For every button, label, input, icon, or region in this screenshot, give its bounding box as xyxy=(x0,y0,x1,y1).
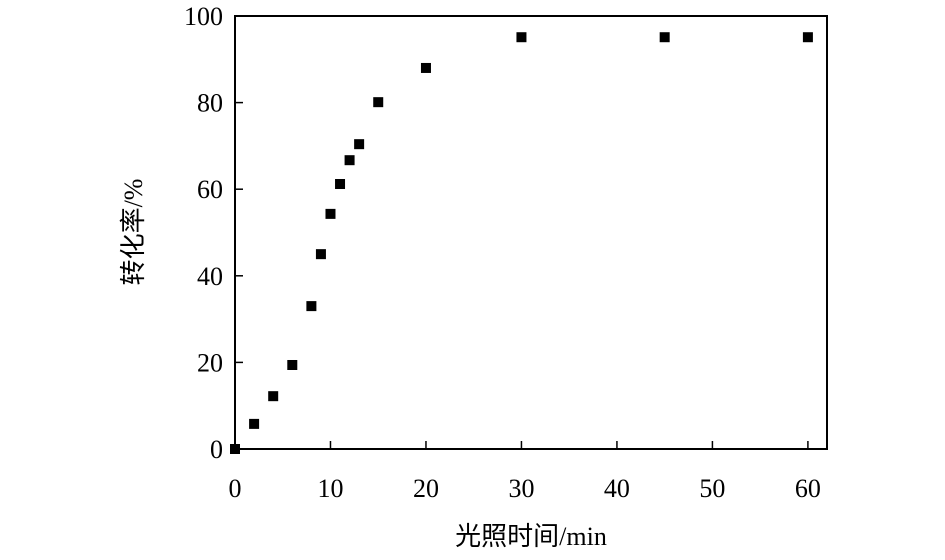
point xyxy=(306,301,317,312)
y-tick-label: 0 xyxy=(210,435,223,464)
point xyxy=(249,418,260,429)
y-tick-label: 60 xyxy=(197,175,223,204)
point xyxy=(802,32,813,43)
plot-frame xyxy=(234,15,828,450)
point xyxy=(325,208,336,219)
x-tick-label: 40 xyxy=(604,474,630,503)
x-tick-label: 0 xyxy=(229,474,242,503)
x-tick-label: 50 xyxy=(699,474,725,503)
x-tick-label: 60 xyxy=(795,474,821,503)
point xyxy=(659,32,670,43)
x-axis-label: 光照时间/min xyxy=(455,522,607,551)
point xyxy=(354,139,365,150)
y-tick-label: 40 xyxy=(197,262,223,291)
point xyxy=(268,391,279,402)
point xyxy=(516,32,527,43)
x-tick-label: 20 xyxy=(413,474,439,503)
y-tick-label: 100 xyxy=(184,2,223,31)
y-tick-label: 80 xyxy=(197,89,223,118)
point xyxy=(230,444,240,454)
point xyxy=(315,249,326,260)
point xyxy=(344,155,355,166)
x-tick-label: 30 xyxy=(508,474,534,503)
y-axis-label: 转化率/% xyxy=(119,179,148,286)
point xyxy=(420,62,431,73)
point xyxy=(287,359,298,370)
x-tick-label: 10 xyxy=(317,474,343,503)
point xyxy=(373,97,384,108)
point xyxy=(335,179,346,190)
y-tick-label: 20 xyxy=(197,348,223,377)
